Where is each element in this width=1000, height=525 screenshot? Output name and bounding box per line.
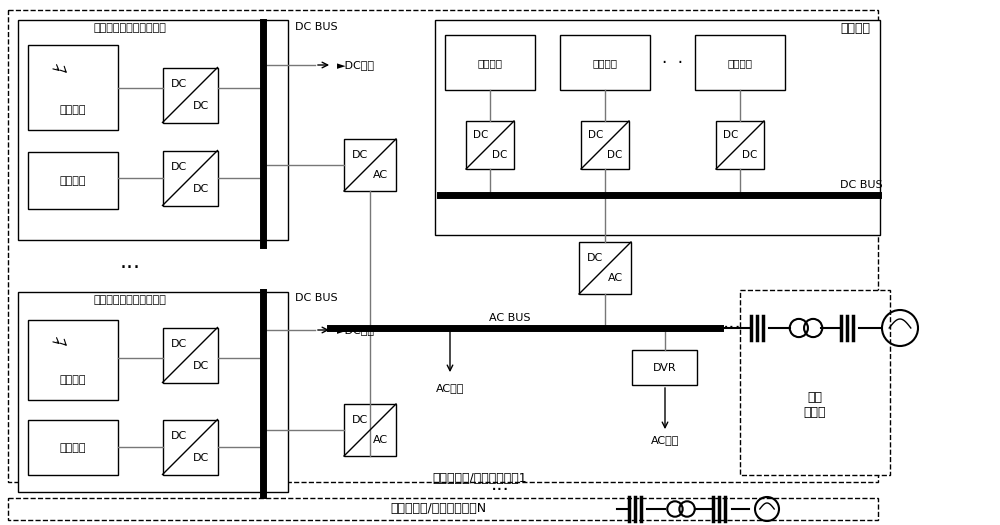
Text: DC: DC [193,453,209,463]
Bar [344,404,396,456]
Text: DC: DC [351,150,368,160]
Bar [8,10,878,482]
Text: DC: DC [193,361,209,371]
Text: DC: DC [607,150,622,160]
Text: 光伏阵列: 光伏阵列 [60,375,86,385]
Bar [740,290,890,475]
Text: DC: DC [588,130,603,140]
Text: AC BUS: AC BUS [489,313,531,323]
Text: ···: ··· [491,480,509,499]
Bar [445,35,535,90]
Text: DC: DC [193,101,209,111]
Bar [18,292,288,492]
Bar [579,242,631,294]
Text: DC: DC [492,150,507,160]
Text: DC: DC [193,184,209,194]
Text: AC: AC [608,274,623,284]
Bar [716,121,764,169]
Text: DC BUS: DC BUS [295,22,338,32]
Text: DC: DC [723,130,738,140]
Text: 集中储能: 集中储能 [840,22,870,35]
Text: DVR: DVR [653,363,677,373]
Text: 蓄电池组: 蓄电池组 [60,443,86,453]
Bar [28,420,118,475]
Text: 分布式光储联合发电设备: 分布式光储联合发电设备 [94,23,166,33]
Bar [466,121,514,169]
Bar [560,35,650,90]
Text: DC: DC [473,130,488,140]
Bar [162,419,218,475]
Text: 蓄电池组: 蓄电池组 [60,176,86,186]
Text: AC负荷: AC负荷 [436,383,464,393]
Text: 高渗透光伏/分层储能系统1: 高渗透光伏/分层储能系统1 [433,471,527,485]
Bar [162,68,218,122]
Text: DC: DC [351,415,368,425]
Bar [632,350,697,385]
Text: AC: AC [373,171,388,181]
Text: 蓄电池组: 蓄电池组 [728,58,753,68]
Text: 光伏阵列: 光伏阵列 [60,105,86,115]
Text: AC负荷: AC负荷 [651,435,679,445]
Text: DC BUS: DC BUS [295,293,338,303]
Text: 高渗透光伏/分层储能系统N: 高渗透光伏/分层储能系统N [390,502,486,516]
Text: 区域
配电网: 区域 配电网 [804,391,826,419]
Text: 蓄电池组: 蓄电池组 [592,58,618,68]
Bar [28,320,118,400]
Text: DC: DC [171,162,187,172]
Text: AC: AC [373,435,388,445]
Text: ►DC负荷: ►DC负荷 [337,60,375,70]
Text: DC: DC [742,150,757,160]
Text: ···: ··· [723,319,741,338]
Bar [162,151,218,205]
Text: ►DC负荷: ►DC负荷 [337,325,375,335]
Bar [28,45,118,130]
Text: DC: DC [586,253,603,262]
Bar [28,152,118,209]
Text: DC: DC [171,431,187,441]
Bar [344,139,396,191]
Bar [695,35,785,90]
Text: ·  ·: · · [662,54,682,72]
Bar [581,121,629,169]
Bar [8,498,878,520]
Bar [18,20,288,240]
Text: DC BUS: DC BUS [840,180,883,190]
Bar [435,20,880,235]
Text: DC: DC [171,339,187,349]
Text: 分布式光储联合发电设备: 分布式光储联合发电设备 [94,295,166,305]
Bar [162,328,218,383]
Text: ···: ··· [120,258,140,278]
Text: 蓄电池组: 蓄电池组 [478,58,503,68]
Text: DC: DC [171,79,187,89]
